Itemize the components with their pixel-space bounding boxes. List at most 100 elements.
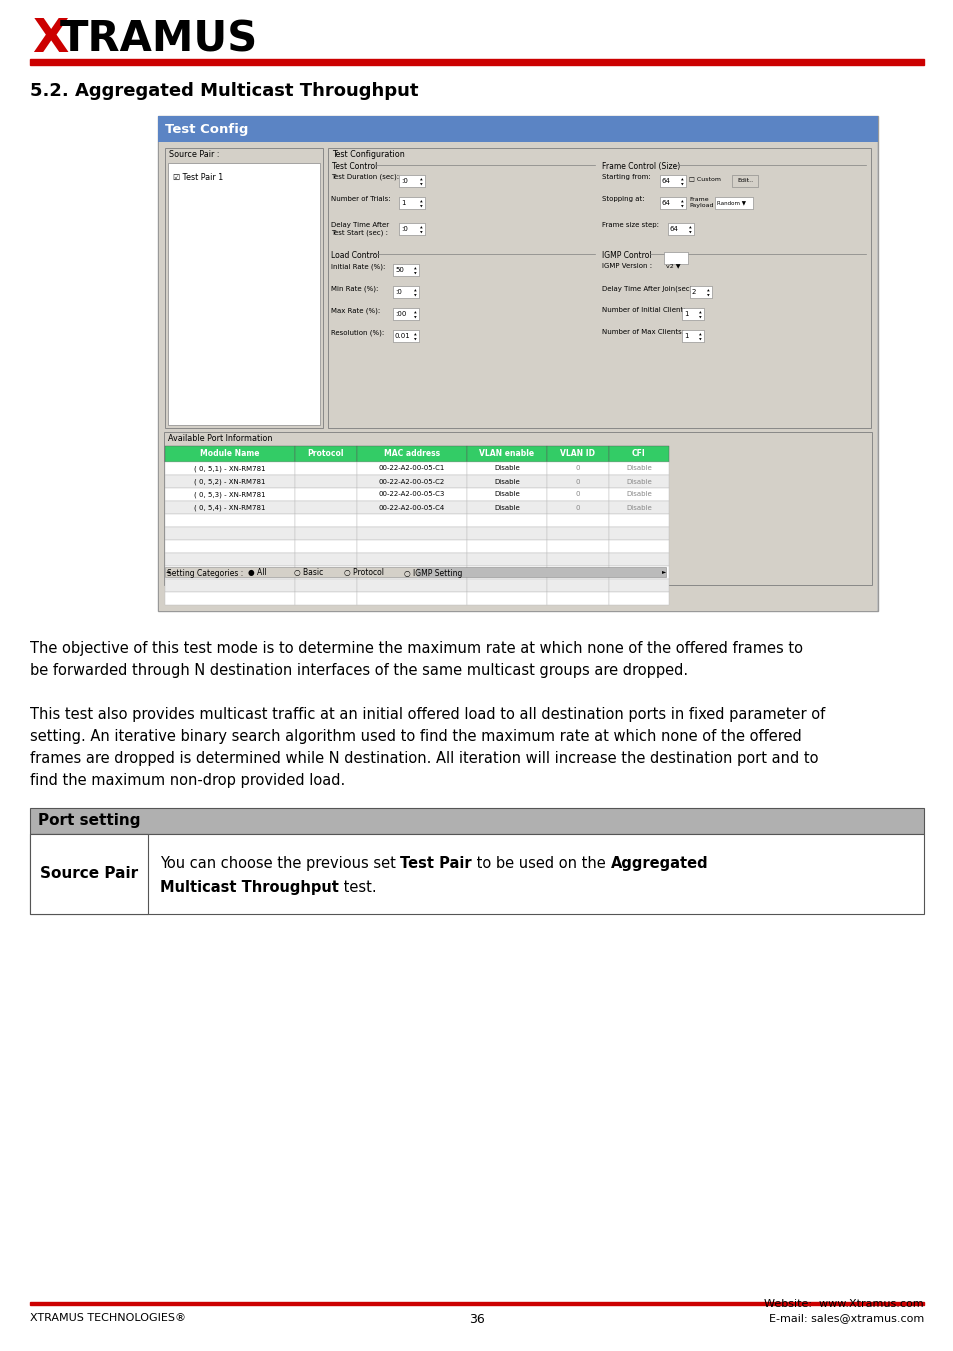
Bar: [546, 527, 608, 540]
Bar: [398, 176, 424, 186]
Bar: [467, 513, 546, 527]
Bar: [608, 580, 668, 592]
Text: Frame size step:: Frame size step:: [601, 222, 659, 228]
Text: Edit..: Edit..: [736, 178, 752, 184]
Bar: [608, 488, 668, 501]
Bar: [393, 330, 418, 342]
Bar: [608, 513, 668, 527]
Text: 0: 0: [576, 478, 579, 485]
Bar: [467, 501, 546, 513]
Bar: [356, 446, 467, 462]
Bar: [165, 149, 323, 428]
Text: 0.01: 0.01: [395, 332, 411, 339]
Text: 5.2. Aggregated Multicast Throughput: 5.2. Aggregated Multicast Throughput: [30, 82, 418, 100]
Bar: [30, 808, 923, 834]
Bar: [681, 330, 703, 342]
Bar: [159, 142, 876, 611]
Bar: [608, 553, 668, 566]
Text: 0: 0: [576, 492, 579, 497]
Text: ▲: ▲: [699, 311, 701, 315]
Bar: [356, 592, 467, 605]
Bar: [608, 476, 668, 488]
Text: Min Rate (%):: Min Rate (%):: [331, 285, 378, 292]
Bar: [294, 501, 356, 513]
Text: ▼: ▼: [699, 316, 701, 320]
Text: :0: :0: [400, 178, 408, 184]
Text: be forwarded through N destination interfaces of the same multicast groups are d: be forwarded through N destination inter…: [30, 663, 687, 678]
Text: ▼: ▼: [688, 231, 691, 235]
Bar: [398, 197, 424, 209]
Text: ▲: ▲: [419, 200, 422, 204]
Bar: [398, 223, 424, 235]
Text: v2 ▼: v2 ▼: [665, 263, 679, 269]
Text: ▼: ▼: [414, 338, 416, 342]
Bar: [681, 308, 703, 320]
Text: XTRAMUS TECHNOLOGIES®: XTRAMUS TECHNOLOGIES®: [30, 1313, 186, 1323]
Text: Number of Initial Client:: Number of Initial Client:: [601, 307, 685, 313]
Text: ○ Basic: ○ Basic: [294, 569, 323, 577]
Text: 64: 64: [669, 226, 679, 232]
Text: :0: :0: [395, 289, 401, 295]
Text: Disable: Disable: [494, 504, 519, 511]
Text: find the maximum non-drop provided load.: find the maximum non-drop provided load.: [30, 773, 345, 788]
Text: Frame
Payload: Frame Payload: [688, 197, 713, 208]
Text: ▼: ▼: [414, 295, 416, 299]
Bar: [294, 540, 356, 553]
Bar: [294, 580, 356, 592]
Bar: [546, 513, 608, 527]
Text: Delay Time After Join(sec):: Delay Time After Join(sec):: [601, 285, 694, 292]
Text: E-mail: sales@xtramus.com: E-mail: sales@xtramus.com: [768, 1313, 923, 1323]
Bar: [294, 553, 356, 566]
Bar: [689, 286, 711, 299]
Bar: [165, 501, 294, 513]
Bar: [659, 176, 685, 186]
Bar: [356, 488, 467, 501]
Bar: [164, 432, 871, 585]
Bar: [608, 462, 668, 476]
Bar: [467, 476, 546, 488]
Text: :0: :0: [400, 226, 408, 232]
Text: 1: 1: [400, 200, 405, 205]
Text: ►: ►: [661, 570, 665, 574]
Text: 00-22-A2-00-05-C1: 00-22-A2-00-05-C1: [378, 466, 445, 471]
Text: VLAN ID: VLAN ID: [560, 450, 595, 458]
Text: This test also provides multicast traffic at an initial offered load to all dest: This test also provides multicast traffi…: [30, 707, 824, 721]
Text: ○ IGMP Setting: ○ IGMP Setting: [403, 569, 462, 577]
Bar: [30, 1302, 923, 1305]
Bar: [393, 308, 418, 320]
Bar: [546, 540, 608, 553]
Text: ▲: ▲: [680, 200, 683, 204]
Text: ▼: ▼: [680, 205, 683, 209]
Text: Test Duration (sec):: Test Duration (sec):: [331, 174, 398, 181]
Bar: [356, 566, 467, 580]
Text: ▼: ▼: [414, 316, 416, 320]
Bar: [30, 834, 148, 915]
Bar: [165, 527, 294, 540]
Text: ▲: ▲: [688, 226, 691, 230]
Bar: [731, 176, 758, 186]
Text: 0: 0: [576, 504, 579, 511]
Text: Frame Control (Size): Frame Control (Size): [601, 162, 679, 172]
Text: to be used on the: to be used on the: [472, 857, 610, 871]
Text: ▲: ▲: [414, 332, 416, 336]
Text: frames are dropped is determined while N destination. All iteration will increas: frames are dropped is determined while N…: [30, 751, 818, 766]
Text: Port setting: Port setting: [38, 813, 140, 828]
Text: ( 0, 5,2) - XN-RM781: ( 0, 5,2) - XN-RM781: [194, 478, 266, 485]
Text: 1: 1: [683, 311, 688, 317]
Text: ▲: ▲: [419, 178, 422, 182]
Bar: [467, 553, 546, 566]
Text: Delay Time After: Delay Time After: [331, 222, 389, 228]
Text: Test Start (sec) :: Test Start (sec) :: [331, 230, 388, 236]
Text: 0: 0: [576, 466, 579, 471]
Text: ▼: ▼: [680, 182, 683, 186]
Text: VLAN enable: VLAN enable: [479, 450, 534, 458]
Text: Module Name: Module Name: [200, 450, 259, 458]
Text: MAC address: MAC address: [383, 450, 439, 458]
Bar: [608, 501, 668, 513]
Text: Max Rate (%):: Max Rate (%):: [331, 307, 380, 313]
Text: 64: 64: [661, 178, 670, 184]
Text: 00-22-A2-00-05-C3: 00-22-A2-00-05-C3: [378, 492, 445, 497]
Bar: [546, 592, 608, 605]
Text: 50: 50: [395, 267, 403, 273]
Text: 2: 2: [691, 289, 696, 295]
